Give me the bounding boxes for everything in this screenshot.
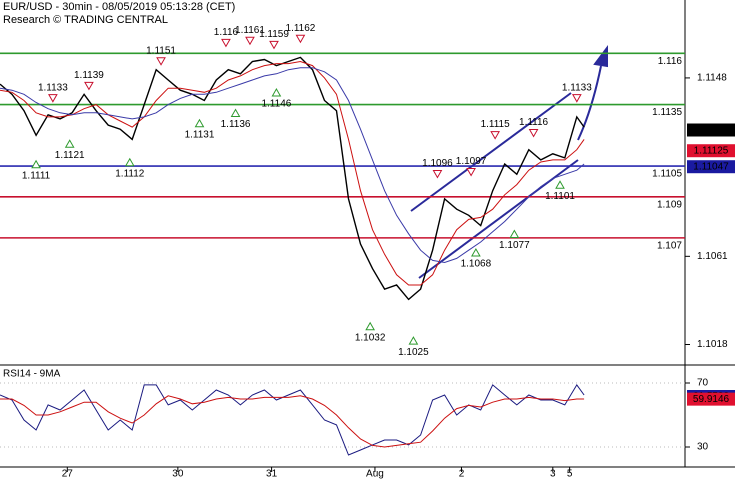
pivot-label: 1.1151 — [146, 45, 176, 56]
pivot-low — [365, 321, 376, 331]
price-tag — [687, 123, 735, 137]
arrow-head — [593, 45, 608, 68]
x-tick-label: 31 — [266, 469, 278, 480]
chart-title: EUR/USD - 30min - 08/05/2019 05:13:28 (C… — [3, 1, 235, 13]
series-line — [0, 67, 585, 264]
pivot-label: 1.1161 — [235, 25, 265, 36]
price-tag — [687, 160, 735, 174]
pivot-low — [509, 229, 520, 239]
price-tag-label: 1.11125 — [694, 145, 729, 156]
pivot-label: 1.1077 — [499, 240, 530, 251]
pivot-label: 1.1111 — [22, 170, 51, 181]
x-tick-label: 3 — [550, 469, 556, 480]
pivot-low — [31, 159, 41, 169]
pivot-label: 1.1116 — [519, 117, 549, 128]
x-tick-label: 5 — [567, 469, 573, 480]
series-line — [0, 383, 585, 456]
indicator-title: RSI14 - 9MA — [3, 369, 61, 380]
pivot-label: 1.1159 — [259, 29, 289, 40]
pivot-label: 1.1101 — [545, 191, 575, 202]
y-tick-label: 1.1018 — [697, 339, 728, 350]
pivot-high — [490, 131, 500, 140]
pivot-high — [245, 36, 255, 46]
pivot-label: 1.1133 — [562, 82, 592, 93]
pivot-label: 1.1131 — [185, 129, 215, 140]
x-tick-label: Aug — [366, 469, 384, 480]
pivot-low — [471, 247, 481, 257]
pivot-label: 1.1068 — [461, 259, 492, 270]
pivot-label: 1.1133 — [38, 82, 68, 93]
pivot-high — [156, 57, 166, 66]
pivot-label: 1.1146 — [261, 99, 291, 110]
pivot-low — [271, 88, 282, 97]
pivot-low — [124, 157, 135, 167]
pivot-label: 1.1025 — [398, 347, 429, 358]
pivot-high — [432, 170, 443, 179]
pivot-high — [221, 38, 231, 48]
level-label: 1.1105 — [652, 169, 682, 180]
chart-subtitle: Research © TRADING CENTRAL — [3, 14, 168, 26]
forecast-arrow — [577, 65, 602, 141]
pivot-label: 1.1096 — [422, 158, 453, 169]
series-line — [0, 395, 585, 448]
pivot-low — [64, 139, 75, 148]
price-tag — [687, 392, 735, 406]
level-label: 1.107 — [657, 241, 682, 252]
channel-line — [410, 92, 572, 212]
pivot-low — [194, 118, 205, 128]
x-tick-label: 30 — [172, 469, 184, 480]
pivot-high — [571, 94, 582, 103]
pivot-label: 1.1162 — [286, 23, 316, 34]
x-tick-label: 27 — [62, 469, 74, 480]
pivot-label: 1.1121 — [55, 150, 85, 161]
y-tick-label: 1.1148 — [697, 73, 727, 84]
pivot-high — [84, 81, 94, 91]
pivot-low — [408, 336, 419, 345]
pivot-label: 1.1139 — [74, 70, 104, 81]
pivot-label: 1.1115 — [481, 119, 511, 130]
pivot-high — [466, 168, 476, 177]
pivot-high — [528, 129, 539, 138]
pivot-label: 1.1136 — [221, 119, 251, 130]
level-label: 1.116 — [658, 56, 683, 67]
pivot-label: 1.1097 — [456, 156, 487, 167]
pivot-low — [555, 180, 565, 189]
series-line — [0, 60, 585, 286]
pivot-high — [269, 40, 279, 50]
pivot-high — [48, 94, 58, 103]
pivot-label: 1.116 — [214, 27, 239, 38]
level-label: 1.1135 — [652, 107, 682, 118]
pivot-label: 1.1112 — [115, 168, 145, 179]
price-tag-label: 1.11226 — [693, 125, 729, 136]
pivot-high — [295, 34, 306, 44]
price-tag-label: 1.11047 — [693, 161, 729, 172]
level-label: 1.109 — [657, 199, 682, 210]
y-tick-label: 30 — [697, 442, 709, 453]
x-tick-label: 2 — [459, 469, 465, 480]
price-tag — [687, 144, 735, 158]
y-tick-label: 1.1061 — [697, 251, 728, 262]
price-tag-label: 59.9146 — [693, 394, 730, 405]
y-tick-label: 70 — [697, 378, 709, 389]
pivot-label: 1.1032 — [355, 332, 386, 343]
pivot-low — [230, 108, 241, 118]
